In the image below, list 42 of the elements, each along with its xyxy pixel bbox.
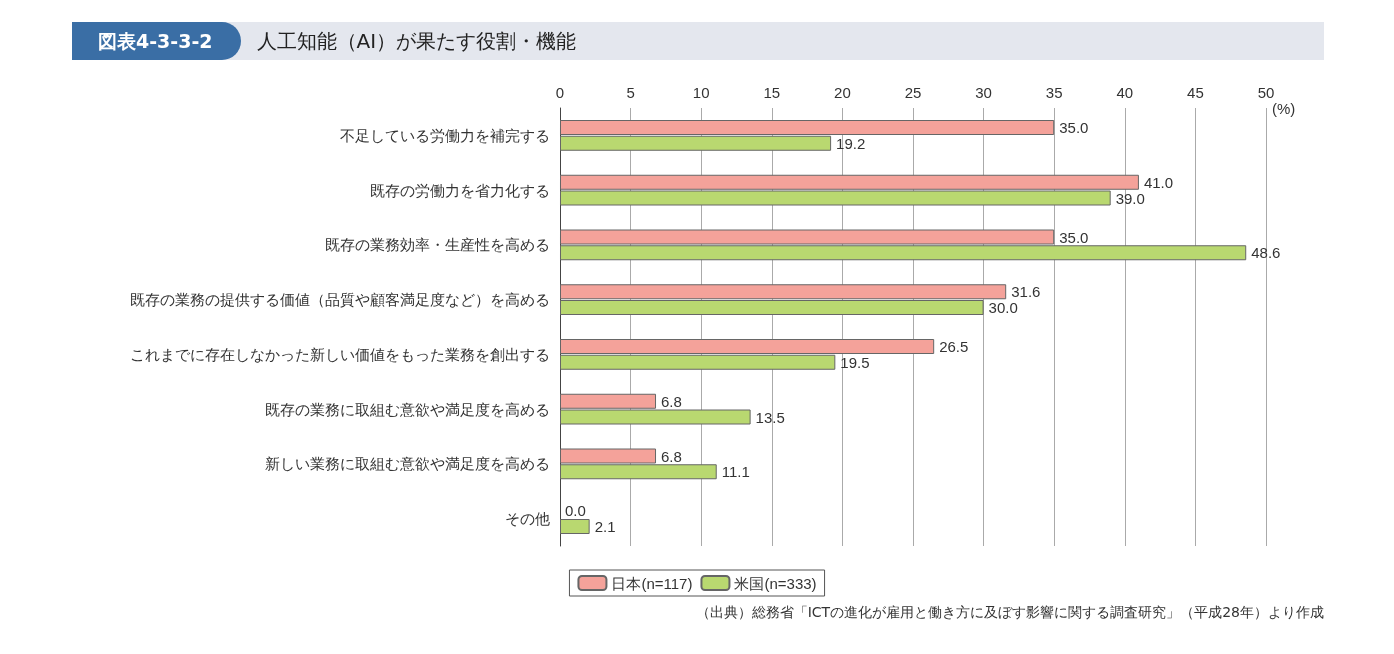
legend-label: 米国(n=333) xyxy=(734,574,817,592)
data-label: 13.5 xyxy=(755,408,785,426)
y-tick-label: これまでに存在しなかった新しい価値をもった業務を創出する xyxy=(130,345,550,363)
y-tick-label: 既存の業務の提供する価値（品質や顧客満足度など）を高める xyxy=(130,291,550,309)
y-tick-label: 既存の業務に取組む意欲や満足度を高める xyxy=(265,400,550,418)
data-label: 19.5 xyxy=(840,353,870,371)
x-tick-label: 20 xyxy=(834,84,851,101)
x-tick-label: 5 xyxy=(626,84,635,101)
data-label: 35.0 xyxy=(1059,119,1089,136)
x-tick-label: 15 xyxy=(763,84,781,101)
data-label: 39.0 xyxy=(1115,189,1145,207)
y-tick-label: 既存の業務効率・生産性を高める xyxy=(325,236,550,254)
data-label: 48.6 xyxy=(1251,244,1281,262)
data-label: 19.2 xyxy=(836,134,866,152)
data-label: 2.1 xyxy=(594,518,616,535)
x-tick-label: 0 xyxy=(555,84,565,101)
data-label: 35.0 xyxy=(1059,228,1089,246)
x-tick-label: 40 xyxy=(1116,84,1134,101)
y-tick-label: その他 xyxy=(505,510,550,528)
x-axis-title: (%) xyxy=(1272,99,1296,117)
bar xyxy=(560,519,590,534)
x-tick-label: 30 xyxy=(975,84,992,101)
data-label: 30.0 xyxy=(988,299,1018,316)
data-label: 0.0 xyxy=(565,502,586,520)
legend-label: 日本(n=117) xyxy=(611,574,693,592)
data-label: 41.0 xyxy=(1143,173,1174,191)
x-tick-label: 10 xyxy=(692,84,710,101)
data-label: 11.1 xyxy=(721,463,750,481)
text: （出典）総務省「ICTの進化が雇用と働き方に及ぼす影響に関する調査研究」（平成28年）より作成 xyxy=(695,604,1324,622)
data-label: 6.8 xyxy=(661,447,682,465)
y-tick-label: 不足している労働力を補完する xyxy=(340,126,550,144)
chart-title: 人工知能（AI）が果たす役割・機能 xyxy=(256,27,577,55)
text: 図表4-3-3-2 xyxy=(72,22,241,60)
x-tick-label: 35 xyxy=(1045,84,1063,101)
data-label: 6.8 xyxy=(661,392,682,410)
x-tick-label: 45 xyxy=(1187,84,1204,101)
y-tick-label: 既存の労働力を省力化する xyxy=(370,181,550,199)
data-label: 31.6 xyxy=(1011,283,1041,301)
x-tick-label: 50 xyxy=(1257,84,1275,101)
y-tick-label: 新しい業務に取組む意欲や満足度を高める xyxy=(265,455,550,473)
data-label: 26.5 xyxy=(939,338,969,355)
x-tick-label: 25 xyxy=(904,84,922,101)
